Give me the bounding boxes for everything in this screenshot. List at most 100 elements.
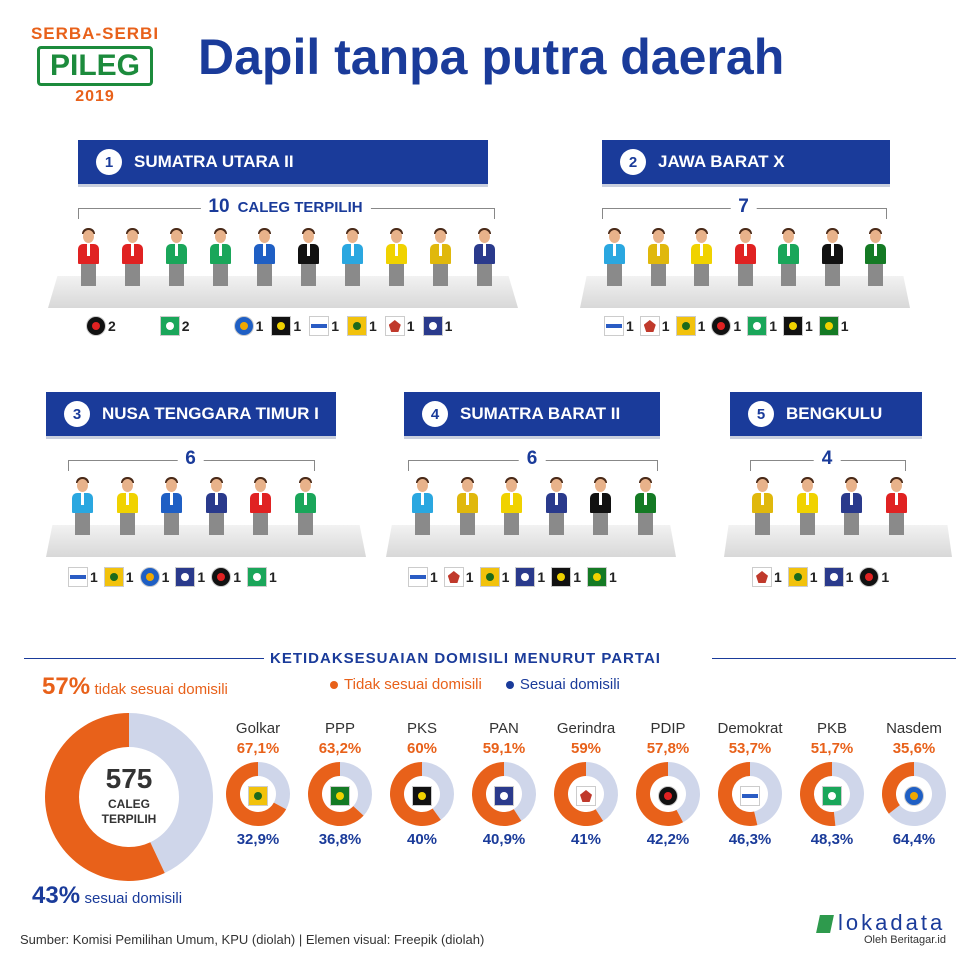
figure-head xyxy=(299,479,311,492)
source-note: Sumber: Komisi Pemilihan Umum, KPU (diol… xyxy=(20,932,485,947)
ppp-icon xyxy=(330,786,350,806)
figure-head xyxy=(347,230,358,243)
gerindra-icon xyxy=(752,567,772,587)
party-not-slice xyxy=(308,762,364,826)
party-seat-count: 2 xyxy=(108,318,116,334)
party-yes-pct: 40,9% xyxy=(482,831,526,848)
figure-head xyxy=(435,230,446,243)
party-not-pct: 63,2% xyxy=(318,740,362,757)
figure-head xyxy=(639,479,651,492)
demokrat-icon-mark xyxy=(311,324,328,328)
figure-legs xyxy=(345,264,360,286)
caleg-figure-demokrat xyxy=(604,228,625,288)
figure-legs xyxy=(868,264,883,286)
figure-tie xyxy=(170,493,173,505)
party-donut-gerindra xyxy=(554,762,618,826)
figure-head xyxy=(550,479,562,492)
figure-legs xyxy=(213,264,228,286)
figure-head xyxy=(83,230,94,243)
caleg-figure-nasdem xyxy=(161,477,182,537)
figure-legs xyxy=(824,264,840,286)
pkb-icon-mark xyxy=(753,322,762,330)
gerindra-icon xyxy=(384,316,405,336)
overall-not-label: 57% tidak sesuai domisili xyxy=(42,675,242,699)
party-logo-wrap xyxy=(412,786,434,811)
caleg-figure-pan xyxy=(474,228,495,288)
figure-legs xyxy=(781,264,796,286)
demokrat-icon xyxy=(604,316,624,336)
party-not-slice xyxy=(390,762,441,826)
party-seat-item: 1 xyxy=(175,567,205,587)
figure-tie xyxy=(743,244,747,256)
pks-icon-mark xyxy=(557,573,566,581)
figure-head xyxy=(826,230,838,243)
demokrat-icon xyxy=(309,316,330,336)
party-seat-count: 1 xyxy=(809,569,818,585)
party-donut-golkar xyxy=(226,762,290,826)
overall-total-label2: TERPILIH xyxy=(102,812,157,826)
party-name: Golkar xyxy=(235,720,281,737)
figure-legs xyxy=(844,513,859,535)
ppp-icon-mark xyxy=(824,322,833,330)
party-yes-slice xyxy=(340,762,372,816)
pks-icon xyxy=(782,316,803,336)
figure-legs xyxy=(607,264,622,286)
gerindra-icon xyxy=(576,786,596,806)
pdip-icon xyxy=(86,316,106,336)
party-seat-item: 1 xyxy=(211,567,241,587)
figure-head xyxy=(303,230,314,243)
pan-icon xyxy=(422,316,443,336)
party-seat-item: 1 xyxy=(422,316,452,336)
party-yes-pct: 40% xyxy=(406,831,438,848)
pdip-icon-mark xyxy=(664,792,672,800)
party-seat-count: 1 xyxy=(368,318,377,334)
party-seat-item: 1 xyxy=(711,316,741,336)
party-seat-count: 1 xyxy=(804,318,813,334)
nasdem-icon xyxy=(904,786,924,806)
golkar-icon xyxy=(479,567,500,587)
figure-tie xyxy=(554,493,558,505)
party-donut-ppp xyxy=(308,762,372,826)
party-seat-count: 1 xyxy=(125,569,134,585)
party-logo-wrap xyxy=(822,786,844,811)
party-not-slice xyxy=(800,762,836,826)
caleg-figure-gerindra xyxy=(647,228,669,288)
demokrat-icon-mark xyxy=(606,324,622,328)
brand-name: lokadata xyxy=(838,910,946,935)
party-seat-item: 1 xyxy=(551,567,581,587)
pan-icon-mark xyxy=(181,573,190,581)
figure-tie xyxy=(643,493,647,505)
party-seat-count: 1 xyxy=(573,569,581,585)
figure-head xyxy=(77,479,88,492)
party-seat-item: 1 xyxy=(604,316,634,336)
figure-tie xyxy=(259,493,262,505)
party-name: Demokrat xyxy=(717,720,783,737)
party-not-slice xyxy=(636,762,684,826)
figure-head xyxy=(391,230,402,243)
region-banner: 4 SUMATRA BARAT II xyxy=(404,392,660,436)
logo-line1: SERBA-SERBI xyxy=(30,24,160,43)
pks-icon xyxy=(551,567,572,587)
figure-tie xyxy=(613,244,616,256)
figure-legs xyxy=(389,264,404,286)
party-name: PAN xyxy=(489,720,519,737)
party-not-slice xyxy=(554,762,604,826)
party-seat-item: 1 xyxy=(515,567,545,587)
region-name: NUSA TENGGARA TIMUR I xyxy=(102,404,319,423)
section-divider-left xyxy=(24,658,264,659)
party-seat-count: 1 xyxy=(697,318,706,334)
party-yes-slice xyxy=(504,762,536,821)
golkar-icon xyxy=(675,316,696,336)
party-seat-item: 1 xyxy=(103,567,134,587)
ppp-icon-mark xyxy=(336,792,344,800)
logo-line2: PILEG xyxy=(36,46,153,86)
figure-head xyxy=(757,479,768,492)
party-not-slice xyxy=(718,762,758,826)
figure-legs xyxy=(253,513,268,535)
party-not-pct: 35,6% xyxy=(892,740,936,757)
region-number: 5 xyxy=(748,401,774,427)
party-yes-slice xyxy=(258,762,290,810)
demokrat-icon xyxy=(408,567,428,587)
figure-legs xyxy=(164,513,179,535)
party-seat-count: 1 xyxy=(769,318,777,334)
